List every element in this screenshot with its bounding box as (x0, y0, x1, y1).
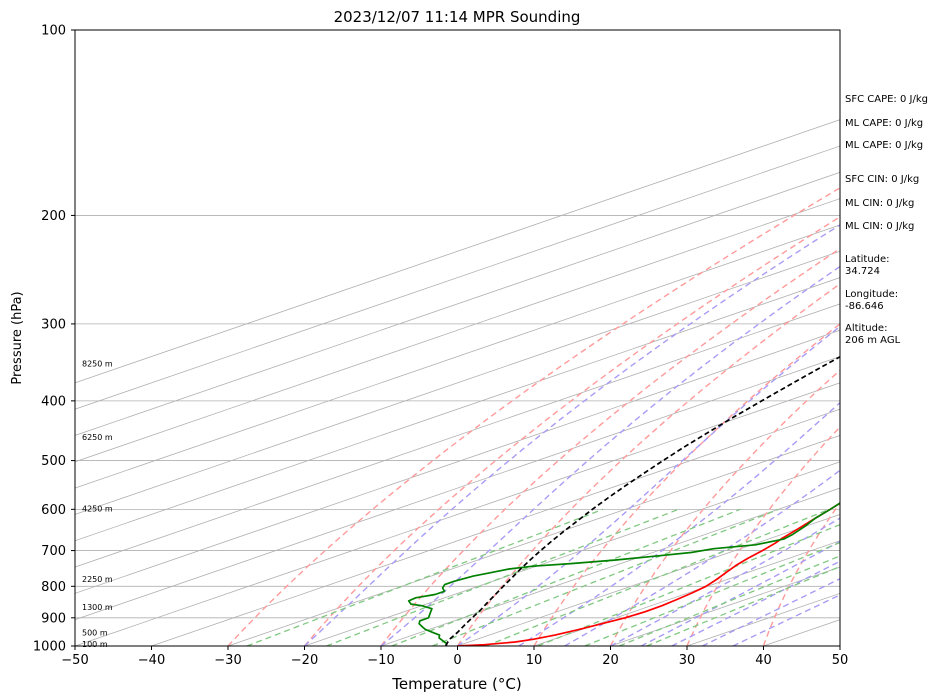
y-tick-label: 400 (41, 394, 66, 409)
longitude-value: -86.646 (845, 301, 884, 312)
moist-adiabat-line (457, 325, 840, 646)
x-tick-label: −20 (291, 653, 318, 668)
isotherm-line (75, 198, 840, 463)
isotherm-line (533, 540, 840, 646)
x-tick-label: 0 (453, 653, 461, 668)
x-tick-label: −30 (214, 653, 241, 668)
isotherm-line (75, 356, 840, 621)
temperature-profile-line (457, 502, 840, 646)
isotherm-line (304, 461, 840, 646)
mixing-ratio-line (391, 508, 741, 646)
x-axis-title: Temperature (°C) (391, 675, 521, 693)
y-tick-label: 200 (41, 209, 66, 224)
x-tick-label: −10 (367, 653, 394, 668)
y-tick-label: 100 (41, 24, 66, 39)
side-panel: SFC CAPE: 0 J/kg ML CAPE: 0 J/kg ML CAPE… (845, 94, 928, 346)
x-tick-label: −40 (138, 653, 165, 668)
ml-cape-text-1: ML CAPE: 0 J/kg (845, 118, 923, 129)
isotherm-line (380, 487, 840, 646)
mixing-ratio-line (537, 523, 840, 646)
mixing-ratio-line (485, 508, 830, 646)
isotherm-line (457, 513, 840, 646)
dry-adiabat-line (533, 322, 840, 646)
x-tick-label: −50 (61, 653, 88, 668)
isotherm-line (151, 408, 840, 646)
x-tick-label: 10 (526, 653, 543, 668)
y-tick-label: 900 (41, 611, 66, 626)
x-tick-label: 20 (602, 653, 619, 668)
height-label: 6250 m (82, 433, 113, 442)
isotherm-line (75, 277, 840, 542)
y-tick-label: 500 (41, 454, 66, 469)
moist-adiabat-line (304, 224, 840, 646)
ml-cape-text-2: ML CAPE: 0 J/kg (845, 140, 923, 151)
x-axis-ticks: −50 −40 −30 −20 −10 0 10 20 30 40 50 (61, 646, 848, 668)
isotherm-line (75, 145, 840, 410)
ml-cin-text-1: ML CIN: 0 J/kg (845, 198, 914, 209)
dry-adiabat-line (456, 283, 840, 646)
moist-adiabat-line (564, 469, 840, 646)
y-tick-label: 600 (41, 503, 66, 518)
x-tick-label: 50 (832, 653, 849, 668)
mixing-ratio-line (246, 508, 604, 646)
dry-adiabat-line (380, 247, 840, 646)
sfc-cin-text: SFC CIN: 0 J/kg (845, 174, 919, 185)
longitude-label: Longitude: (845, 289, 898, 300)
sfc-cape-text: SFC CAPE: 0 J/kg (845, 94, 928, 105)
latitude-value: 34.724 (845, 266, 880, 277)
background-lines (75, 119, 840, 646)
altitude-label: Altitude: (845, 323, 887, 334)
y-tick-label: 800 (41, 580, 66, 595)
isotherm-line (227, 435, 840, 646)
moist-adiabat-line (380, 265, 840, 646)
height-label: 1300 m (82, 603, 113, 612)
mixing-ratio-line (326, 508, 679, 646)
height-label: 100 m (82, 640, 108, 649)
isotherm-line (75, 382, 840, 646)
y-tick-label: 700 (41, 544, 66, 559)
ml-cin-text-2: ML CIN: 0 J/kg (845, 221, 914, 232)
chart-title: 2023/12/07 11:14 MPR Sounding (334, 8, 581, 26)
latitude-label: Latitude: (845, 254, 890, 265)
isotherm-line (75, 329, 840, 594)
dry-adiabat-line (303, 216, 840, 646)
moist-adiabat-line (518, 401, 840, 646)
isotherm-line (75, 224, 840, 489)
y-axis-title: Pressure (hPa) (10, 291, 25, 384)
mixing-ratio-line (432, 508, 779, 646)
isotherm-line (75, 250, 840, 515)
x-tick-label: 40 (755, 653, 772, 668)
height-label: 500 m (82, 628, 108, 637)
isotherm-line (75, 171, 840, 436)
x-tick-label: 30 (679, 653, 696, 668)
moist-adiabat-line (732, 594, 840, 646)
dry-adiabat-line (227, 187, 840, 646)
height-label: 8250 m (82, 360, 113, 369)
dewpoint-profile-line (407, 502, 840, 646)
height-label: 4250 m (82, 504, 113, 513)
data-lines (407, 355, 840, 646)
altitude-value: 206 m AGL (845, 335, 901, 346)
y-tick-label: 300 (41, 317, 66, 332)
isotherm-line (75, 119, 840, 384)
y-tick-label: 1000 (33, 640, 66, 655)
height-labels: 8250 m 6250 m 4250 m 2250 m 1300 m 500 m 100 m (82, 360, 113, 650)
y-axis-ticks: 100 200 300 400 500 600 700 800 900 1000 (33, 24, 75, 655)
height-label: 2250 m (82, 575, 113, 584)
parcel-profile-line (445, 355, 840, 646)
